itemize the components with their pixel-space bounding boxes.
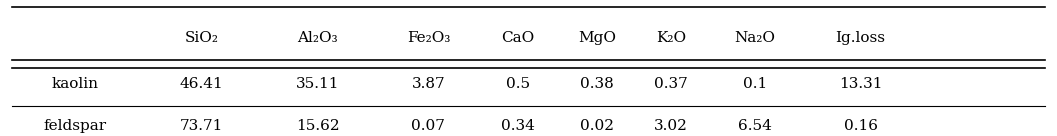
Text: 13.31: 13.31 [839, 77, 883, 91]
Text: 73.71: 73.71 [180, 119, 223, 133]
Text: 0.38: 0.38 [580, 77, 614, 91]
Text: kaolin: kaolin [52, 77, 98, 91]
Text: 15.62: 15.62 [296, 119, 339, 133]
Text: 6.54: 6.54 [738, 119, 772, 133]
Text: 35.11: 35.11 [296, 77, 339, 91]
Text: 0.1: 0.1 [743, 77, 767, 91]
Text: Fe₂O₃: Fe₂O₃ [407, 32, 450, 45]
Text: 3.87: 3.87 [411, 77, 445, 91]
Text: Ig.loss: Ig.loss [836, 32, 886, 45]
Text: CaO: CaO [501, 32, 535, 45]
Text: Na₂O: Na₂O [735, 32, 776, 45]
Text: 0.5: 0.5 [506, 77, 530, 91]
Text: 0.37: 0.37 [654, 77, 688, 91]
Text: 3.02: 3.02 [654, 119, 688, 133]
Text: Al₂O₃: Al₂O₃ [297, 32, 338, 45]
Text: 0.02: 0.02 [580, 119, 614, 133]
Text: K₂O: K₂O [655, 32, 686, 45]
Text: MgO: MgO [578, 32, 616, 45]
Text: 46.41: 46.41 [180, 77, 224, 91]
Text: 0.16: 0.16 [843, 119, 877, 133]
Text: feldspar: feldspar [43, 119, 107, 133]
Text: 0.34: 0.34 [501, 119, 535, 133]
Text: SiO₂: SiO₂ [185, 32, 219, 45]
Text: 0.07: 0.07 [411, 119, 445, 133]
